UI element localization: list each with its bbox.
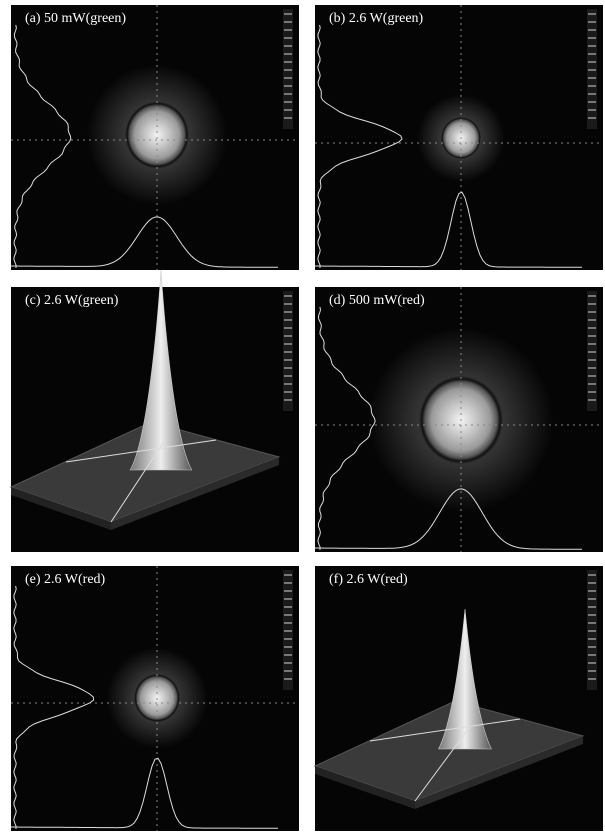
scale-tick bbox=[588, 399, 596, 401]
scale-tick bbox=[284, 77, 292, 79]
scale-tick bbox=[588, 303, 596, 305]
scale-tick bbox=[284, 37, 292, 39]
scale-tick bbox=[284, 574, 292, 576]
scale-tick bbox=[284, 311, 292, 313]
scale-tick bbox=[284, 53, 292, 55]
scale-tick bbox=[588, 606, 596, 608]
scale-tick bbox=[588, 638, 596, 640]
scale-tick bbox=[284, 654, 292, 656]
scale-tick bbox=[284, 598, 292, 600]
scale-tick bbox=[588, 391, 596, 393]
scale-tick bbox=[284, 383, 292, 385]
scale-tick bbox=[588, 375, 596, 377]
scale-tick bbox=[588, 678, 596, 680]
scale-tick bbox=[284, 678, 292, 680]
scale-tick bbox=[284, 85, 292, 87]
scale-tick bbox=[284, 638, 292, 640]
scale-tick bbox=[588, 646, 596, 648]
scale-tick bbox=[588, 614, 596, 616]
scale-tick bbox=[284, 335, 292, 337]
scale-tick bbox=[284, 351, 292, 353]
beam-spot bbox=[125, 101, 189, 168]
scale-tick bbox=[284, 101, 292, 103]
scale-tick bbox=[588, 37, 596, 39]
scale-tick bbox=[284, 327, 292, 329]
scale-tick bbox=[588, 367, 596, 369]
scale-tick bbox=[284, 375, 292, 377]
scale-tick bbox=[588, 13, 596, 15]
scale-tick bbox=[588, 383, 596, 385]
scale-tick bbox=[588, 590, 596, 592]
scale-tick bbox=[284, 343, 292, 345]
scale-tick bbox=[588, 630, 596, 632]
scale-tick bbox=[588, 45, 596, 47]
scale-tick bbox=[284, 391, 292, 393]
panel: (e) 2.6 W(red) bbox=[11, 566, 299, 831]
panel: (c) 2.6 W(green) bbox=[11, 270, 299, 552]
scale-tick bbox=[284, 622, 292, 624]
scale-tick bbox=[588, 53, 596, 55]
scale-tick bbox=[284, 606, 292, 608]
scale-tick bbox=[284, 646, 292, 648]
scale-tick bbox=[284, 367, 292, 369]
scale-tick bbox=[588, 117, 596, 119]
scale-tick bbox=[588, 69, 596, 71]
panel: (d) 500 mW(red) bbox=[315, 287, 603, 552]
scale-tick bbox=[588, 662, 596, 664]
scale-tick bbox=[588, 61, 596, 63]
scale-tick bbox=[284, 13, 292, 15]
scale-tick bbox=[588, 343, 596, 345]
scale-tick bbox=[284, 670, 292, 672]
scale-tick bbox=[588, 335, 596, 337]
scale-tick bbox=[284, 590, 292, 592]
panel-label: (d) 500 mW(red) bbox=[329, 293, 425, 308]
scale-tick bbox=[588, 670, 596, 672]
scale-tick bbox=[284, 662, 292, 664]
scale-tick bbox=[284, 117, 292, 119]
panel-label: (b) 2.6 W(green) bbox=[329, 11, 424, 26]
scale-tick bbox=[284, 359, 292, 361]
panel-label: (c) 2.6 W(green) bbox=[25, 293, 119, 308]
page: (a) 50 mW(green) (b) 2.6 W(green) (c) 2.6 … bbox=[0, 0, 605, 833]
scale-tick bbox=[588, 295, 596, 297]
scale-tick bbox=[588, 101, 596, 103]
scale-tick bbox=[284, 319, 292, 321]
scale-tick bbox=[588, 598, 596, 600]
scale-tick bbox=[284, 630, 292, 632]
scale-tick bbox=[588, 93, 596, 95]
scale-tick bbox=[588, 319, 596, 321]
scale-tick bbox=[588, 85, 596, 87]
scale-tick bbox=[284, 582, 292, 584]
scale-tick bbox=[588, 574, 596, 576]
scale-tick bbox=[588, 359, 596, 361]
scale-tick bbox=[588, 311, 596, 313]
scale-tick bbox=[284, 109, 292, 111]
scale-tick bbox=[284, 303, 292, 305]
scale-tick bbox=[284, 295, 292, 297]
scale-tick bbox=[588, 622, 596, 624]
panel: (a) 50 mW(green) bbox=[11, 5, 299, 270]
scale-tick bbox=[588, 29, 596, 31]
scale-tick bbox=[284, 21, 292, 23]
scale-tick bbox=[284, 45, 292, 47]
scale-tick bbox=[588, 327, 596, 329]
panel: (f) 2.6 W(red) bbox=[315, 566, 603, 831]
scale-tick bbox=[284, 93, 292, 95]
scale-tick bbox=[284, 29, 292, 31]
scale-tick bbox=[588, 351, 596, 353]
scale-tick bbox=[588, 21, 596, 23]
scale-tick bbox=[284, 61, 292, 63]
panel: (b) 2.6 W(green) bbox=[315, 5, 603, 270]
panel-label: (e) 2.6 W(red) bbox=[25, 572, 106, 587]
scale-tick bbox=[284, 614, 292, 616]
scale-tick bbox=[588, 582, 596, 584]
scale-tick bbox=[284, 399, 292, 401]
scale-tick bbox=[588, 654, 596, 656]
panel-label: (f) 2.6 W(red) bbox=[329, 572, 408, 587]
scale-tick bbox=[588, 77, 596, 79]
panel-label: (a) 50 mW(green) bbox=[25, 11, 126, 26]
figure: (a) 50 mW(green) (b) 2.6 W(green) (c) 2.6 … bbox=[0, 0, 605, 833]
scale-tick bbox=[588, 109, 596, 111]
scale-tick bbox=[284, 69, 292, 71]
